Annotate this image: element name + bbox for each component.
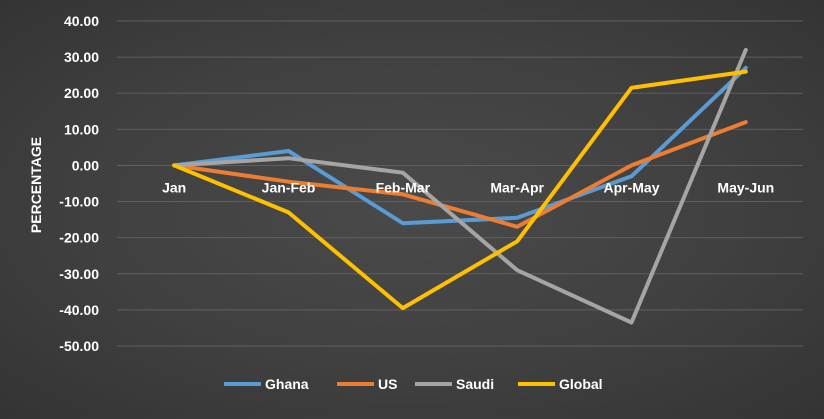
y-tick-label: 30.00 xyxy=(64,49,99,65)
y-tick-label: 20.00 xyxy=(64,85,99,101)
y-axis-label: PERCENTAGE xyxy=(28,137,44,233)
y-tick-label: 10.00 xyxy=(64,121,99,137)
x-tick-label: Jan-Feb xyxy=(262,179,316,195)
x-axis-tick-labels: Jan Jan-Feb Feb-Mar Mar-Apr Apr-May May-Jun xyxy=(162,179,774,195)
y-tick-label: -50.00 xyxy=(59,338,99,354)
legend-label-us: US xyxy=(378,376,397,392)
x-tick-label: Feb-Mar xyxy=(376,179,431,195)
series-line-saudi xyxy=(172,47,748,325)
x-tick-label: Apr-May xyxy=(603,179,659,195)
legend-label-ghana: Ghana xyxy=(265,376,309,392)
y-tick-label: -40.00 xyxy=(59,302,99,318)
series-line-us xyxy=(172,120,748,229)
y-tick-label: -10.00 xyxy=(59,194,99,210)
series-lines xyxy=(172,47,748,325)
x-tick-label: Mar-Apr xyxy=(490,179,544,195)
y-tick-label: -20.00 xyxy=(59,230,99,246)
legend-label-global: Global xyxy=(559,376,603,392)
legend: Ghana US Saudi Global xyxy=(224,376,603,392)
x-tick-label: May-Jun xyxy=(717,179,774,195)
y-tick-label: 40.00 xyxy=(64,13,99,29)
legend-label-saudi: Saudi xyxy=(456,376,494,392)
series-line-global xyxy=(172,69,748,311)
y-tick-label: -30.00 xyxy=(59,266,99,282)
gridlines xyxy=(117,20,803,347)
y-tick-label: 0.00 xyxy=(72,157,99,173)
y-axis-tick-labels: 40.00 30.00 20.00 10.00 0.00 -10.00 -20.00 -30.… xyxy=(59,13,99,354)
x-tick-label: Jan xyxy=(162,179,186,195)
